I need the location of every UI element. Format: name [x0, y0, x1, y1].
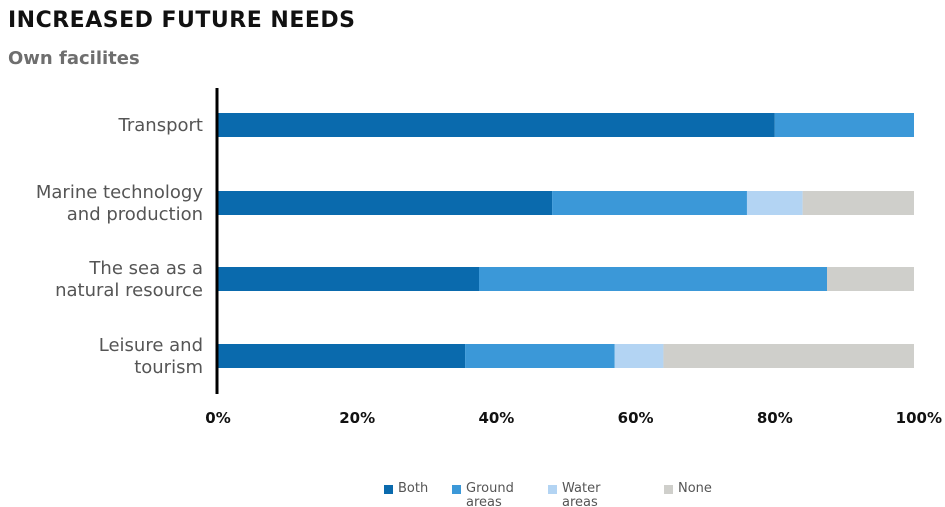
category-label: The sea as a [88, 258, 203, 279]
legend-swatch [452, 485, 461, 494]
legend-label: areas [562, 495, 598, 507]
bar-segment-3-3 [663, 344, 914, 368]
legend-label: Both [398, 481, 428, 496]
legend-swatch [384, 485, 393, 494]
legend-label: areas [466, 495, 502, 507]
bar-segment-1-0 [218, 191, 553, 215]
bar-segment-1-3 [802, 191, 914, 215]
bar-segment-2-3 [827, 267, 914, 291]
bar-segment-3-1 [465, 344, 615, 368]
bar-segment-1-1 [552, 191, 747, 215]
category-label: and production [67, 204, 203, 225]
x-tick-label: 20% [339, 409, 375, 427]
chart-subtitle: Own facilites [8, 48, 140, 69]
x-tick-label: 100% [896, 409, 942, 427]
bar-segment-3-0 [218, 344, 466, 368]
x-tick-label: 80% [757, 409, 793, 427]
legend-label: Water [562, 481, 601, 496]
x-tick-labels: 0% 20% 40% 60% 80% 100% [205, 409, 942, 427]
x-tick-label: 0% [205, 409, 230, 427]
legend-label: Ground [466, 481, 514, 496]
bar-segment-1-2 [746, 191, 803, 215]
category-label: Transport [118, 115, 203, 136]
legend-swatch [664, 485, 673, 494]
legend-label: None [678, 481, 712, 496]
bar-segment-2-1 [479, 267, 827, 291]
bar-segment-2-0 [218, 267, 479, 291]
bars-group [218, 113, 914, 368]
legend-swatch [548, 485, 557, 494]
x-tick-label: 60% [618, 409, 654, 427]
chart-title: INCREASED FUTURE NEEDS [8, 8, 356, 33]
category-label: Leisure and [99, 335, 203, 356]
bar-segment-0-1 [774, 113, 914, 137]
category-label: tourism [134, 357, 203, 378]
category-label: Marine technology [36, 182, 203, 203]
bar-segment-0-0 [218, 113, 775, 137]
category-label: natural resource [55, 280, 203, 301]
x-tick-label: 40% [478, 409, 514, 427]
bar-segment-3-2 [614, 344, 664, 368]
